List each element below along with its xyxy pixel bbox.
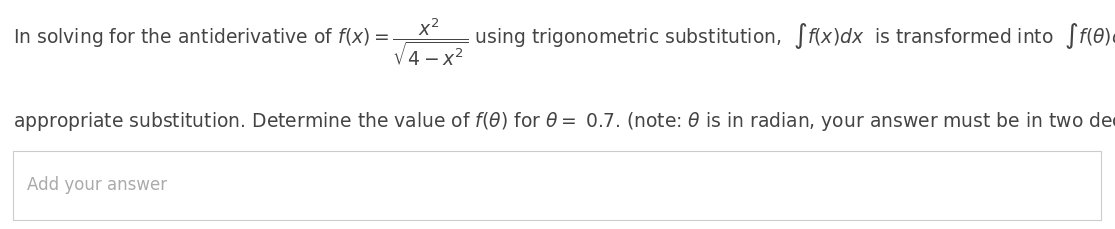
FancyBboxPatch shape xyxy=(13,151,1101,220)
Text: In solving for the antiderivative of $f(x) = \dfrac{x^2}{\sqrt{4-x^2}}$ using tr: In solving for the antiderivative of $f(… xyxy=(13,16,1115,67)
Text: Add your answer: Add your answer xyxy=(27,177,167,194)
Text: appropriate substitution. Determine the value of $f(\theta)$ for $\theta =$ 0.7.: appropriate substitution. Determine the … xyxy=(13,110,1115,133)
